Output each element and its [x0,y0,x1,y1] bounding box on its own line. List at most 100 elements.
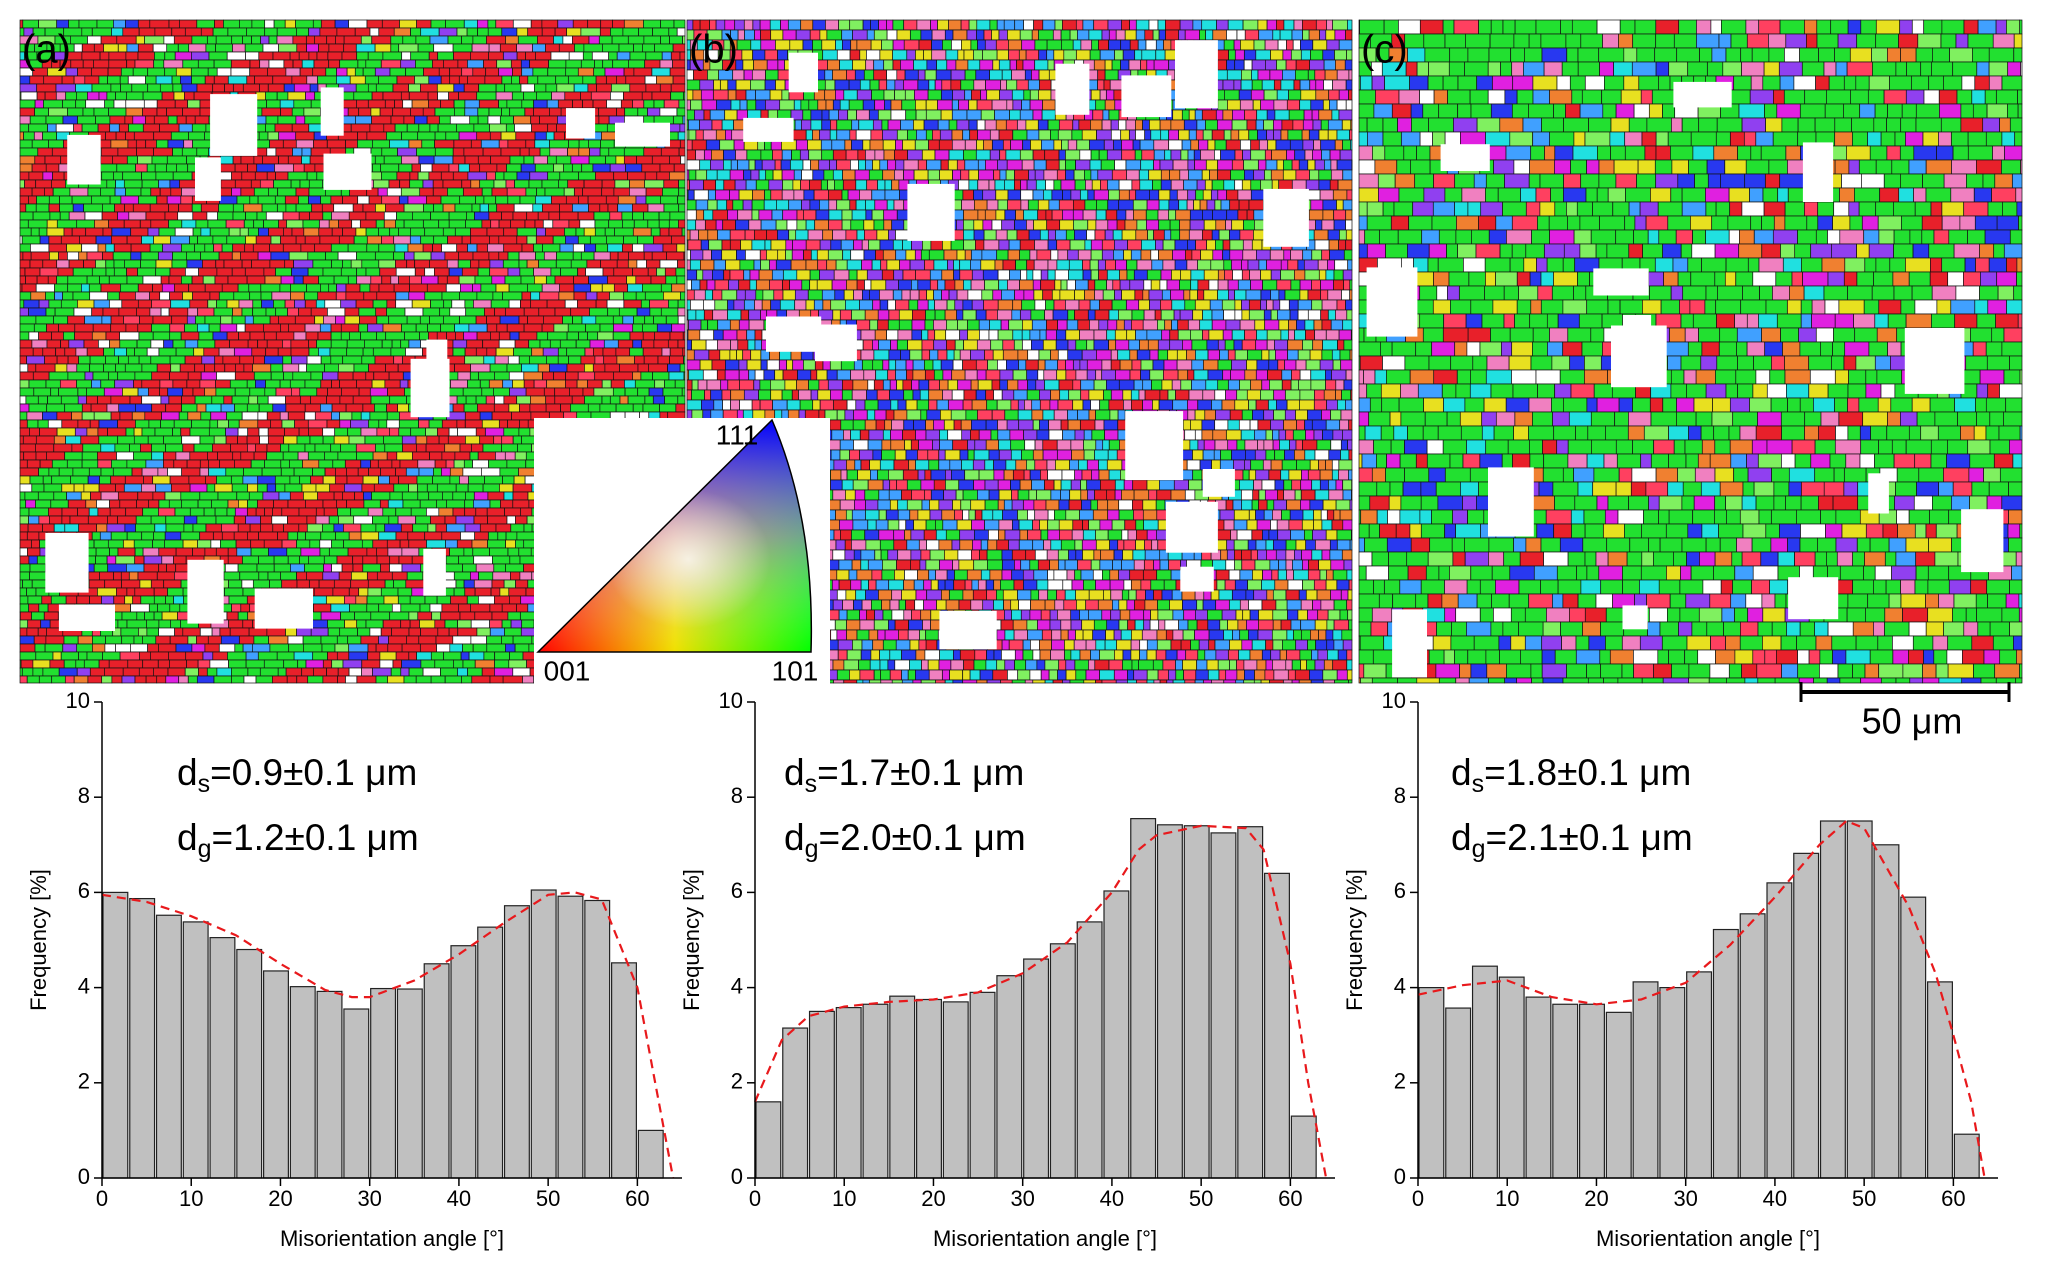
grain [300,395,311,405]
grain [51,675,66,684]
grain [393,355,403,365]
grain [378,227,391,237]
grain [86,427,99,437]
grain [160,307,170,317]
grain [317,291,337,301]
grain [198,331,214,341]
grain [495,283,510,293]
grain [170,363,181,373]
grain [659,163,675,173]
grain [214,339,230,349]
grain [124,523,136,533]
grain [513,475,526,485]
grain [189,299,209,309]
grain [395,259,408,269]
grain [580,251,595,261]
grain [700,89,714,101]
grain [426,539,446,549]
grain [533,99,548,109]
grain [604,67,625,77]
grain [247,507,257,517]
grain [213,75,229,85]
grain [677,395,686,405]
grain [600,19,614,29]
grain [400,59,416,69]
grain [420,235,435,245]
grain [191,51,210,61]
grain [1334,139,1343,151]
grain [213,307,233,317]
grain [179,363,196,373]
grain [543,387,556,397]
grain [380,563,390,573]
grain [140,443,152,453]
grain [29,563,47,573]
grain [77,395,87,405]
grain [799,149,810,161]
grain [460,283,473,293]
grain [164,211,179,221]
grain [593,347,604,357]
grain [894,79,904,91]
grain [1236,29,1246,41]
grain [476,331,491,341]
grain [417,43,435,53]
grain [78,251,88,261]
grain [513,203,534,213]
grain [372,667,392,677]
grain [220,179,236,189]
grain [566,27,582,37]
grain [683,371,686,381]
grain [471,675,491,684]
grain [264,507,273,517]
grain [934,79,943,91]
grain [151,371,170,381]
grain [355,115,372,125]
grain [42,347,56,357]
grain [951,139,966,151]
grain [322,499,337,509]
grain [113,595,126,605]
grain [432,187,448,197]
grain [38,603,49,613]
grain [234,643,244,653]
grain [123,539,135,549]
grain [474,587,492,597]
grain [578,171,596,181]
grain [604,363,620,373]
grain [627,395,646,405]
grain [128,123,144,133]
grain [695,149,705,161]
grain [633,219,649,229]
grain [676,243,686,253]
grain [1108,39,1122,51]
grain [470,619,490,629]
grain [64,347,77,357]
grain [1069,29,1078,41]
grain [1145,39,1157,51]
grain [619,395,629,405]
grain [425,427,438,437]
grain [1115,29,1126,41]
grain [238,299,254,309]
grain [348,435,366,445]
grain [112,467,133,477]
grain [115,643,131,653]
grain [493,387,510,397]
grain [1129,19,1137,31]
grain [244,315,254,325]
grain [966,29,977,41]
grain [139,219,152,229]
grain [19,131,24,141]
grain [249,59,261,69]
grain [226,507,236,517]
grain [973,49,983,61]
grain [1216,49,1229,61]
grain [35,443,55,453]
grain [916,129,927,141]
grain [303,163,316,173]
grain [422,179,434,189]
grain [37,491,55,501]
grain [68,211,86,221]
grain [856,89,872,101]
